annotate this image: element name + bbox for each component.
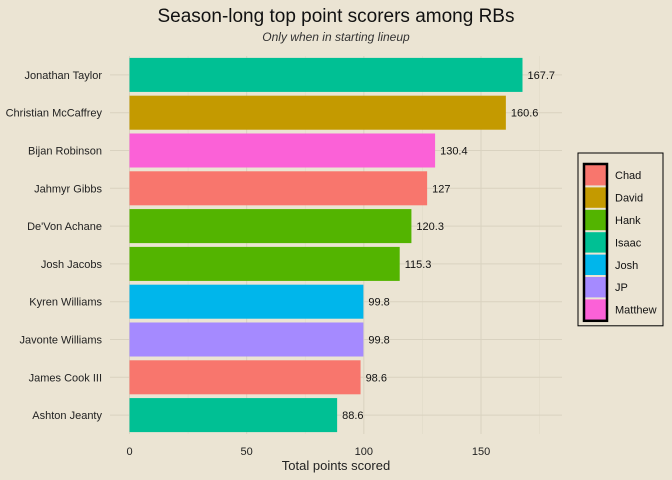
bars (129, 57, 523, 433)
bar (129, 398, 338, 433)
value-label: 88.6 (342, 410, 363, 422)
legend-key (585, 209, 606, 231)
legend-key (585, 254, 606, 275)
y-tick-label: Josh Jacobs (41, 259, 103, 271)
value-labels: 167.7 160.6 130.4 127 120.3 115.3 99.8 99.8 98.6… (342, 70, 555, 422)
value-label: 167.7 (528, 70, 556, 82)
legend-box (577, 152, 664, 327)
y-axis-ticks: Jonathan Taylor Christian McCaffrey Bijan … (6, 70, 103, 422)
x-tick-label: 150 (472, 446, 490, 458)
legend-label: Isaac (615, 237, 642, 249)
legend-label: JP (615, 282, 628, 294)
bar (129, 322, 364, 357)
legend-key (585, 165, 606, 186)
legend: Chad David Hank Isaac Josh JP Matthew (577, 152, 664, 327)
value-label: 160.6 (511, 108, 539, 120)
value-label: 127 (432, 183, 450, 195)
legend-key (585, 277, 606, 298)
legend-label: Hank (615, 215, 641, 227)
bar (129, 246, 400, 281)
value-label: 115.3 (405, 259, 432, 271)
bar (129, 209, 412, 244)
legend-key (585, 232, 606, 253)
legend-label: David (615, 193, 643, 205)
value-label: 98.6 (366, 372, 387, 384)
y-tick-label: Bijan Robinson (28, 146, 102, 158)
x-tick-label: 50 (241, 446, 253, 458)
legend-key-border (582, 162, 609, 323)
legend-label: Matthew (615, 305, 657, 317)
legend-label: Chad (615, 170, 641, 182)
bar (129, 133, 436, 168)
chart-title: Season-long top point scorers among RBs (157, 6, 515, 27)
legend-key (585, 187, 606, 208)
chart-subtitle: Only when in starting lineup (262, 30, 410, 44)
y-tick-label: James Cook III (29, 372, 102, 384)
legend-key (585, 299, 606, 320)
bar (129, 57, 523, 92)
bar (129, 284, 364, 319)
bar (129, 360, 361, 395)
bar (129, 95, 506, 130)
y-tick-label: Kyren Williams (29, 297, 102, 309)
y-tick-label: Javonte Williams (19, 335, 102, 347)
x-axis-ticks: 0 50 100 150 (126, 446, 490, 458)
value-label: 120.3 (416, 221, 444, 233)
bar (129, 171, 428, 206)
y-tick-label: Jonathan Taylor (25, 70, 103, 82)
value-label: 99.8 (368, 335, 389, 347)
y-tick-label: Ashton Jeanty (32, 410, 102, 422)
x-tick-label: 100 (355, 446, 373, 458)
y-tick-label: Jahmyr Gibbs (34, 183, 102, 195)
x-tick-label: 0 (126, 446, 132, 458)
value-label: 99.8 (368, 297, 389, 309)
x-axis-label: Total points scored (282, 458, 390, 473)
legend-label: Josh (615, 260, 638, 272)
y-tick-label: De'Von Achane (27, 221, 102, 233)
y-tick-label: Christian McCaffrey (6, 108, 103, 120)
value-label: 130.4 (440, 146, 468, 158)
